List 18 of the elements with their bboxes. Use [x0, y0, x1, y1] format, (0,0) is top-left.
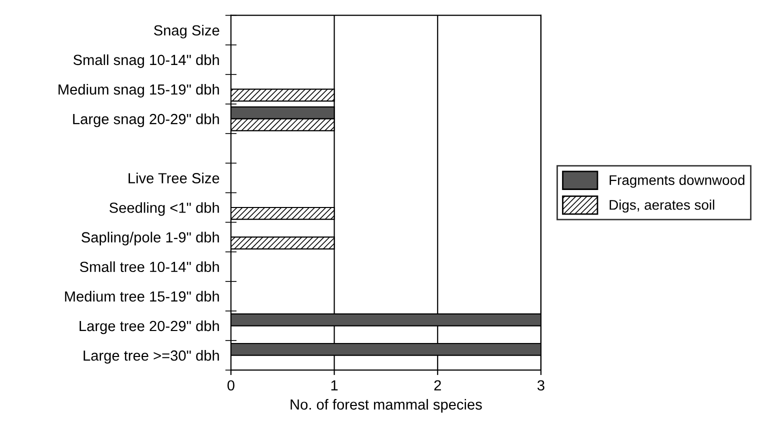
- y-tick-label: Snag Size: [154, 24, 220, 38]
- legend-label: Fragments downwood: [610, 174, 744, 188]
- legend-label: Digs, aerates soil: [610, 200, 714, 213]
- y-tick-label: Live Tree Size: [128, 172, 220, 184]
- x-tick-label: 3: [537, 380, 544, 391]
- y-tick-label: Medium tree 15-19" dbh: [65, 290, 219, 302]
- y-tick-label: Small snag 10-14" dbh: [73, 54, 219, 68]
- y-tick-label: Large tree >=30" dbh: [84, 350, 219, 364]
- y-tick-label: Small tree 10-14" dbh: [80, 261, 219, 272]
- x-tick-label: 0: [227, 380, 234, 391]
- y-tick-label: Large snag 20-29" dbh: [73, 114, 219, 128]
- x-axis-title: No. of forest mammal species: [290, 398, 482, 413]
- y-tick-label: Large tree 20-29" dbh: [80, 320, 219, 334]
- y-tick-label: Sapling/pole 1-9" dbh: [82, 232, 219, 246]
- y-tick-label: Medium snag 15-19" dbh: [58, 84, 219, 98]
- y-tick-label: Seedling <1" dbh: [110, 202, 219, 216]
- x-tick-label: 1: [331, 380, 338, 390]
- x-tick-label: 2: [434, 380, 441, 390]
